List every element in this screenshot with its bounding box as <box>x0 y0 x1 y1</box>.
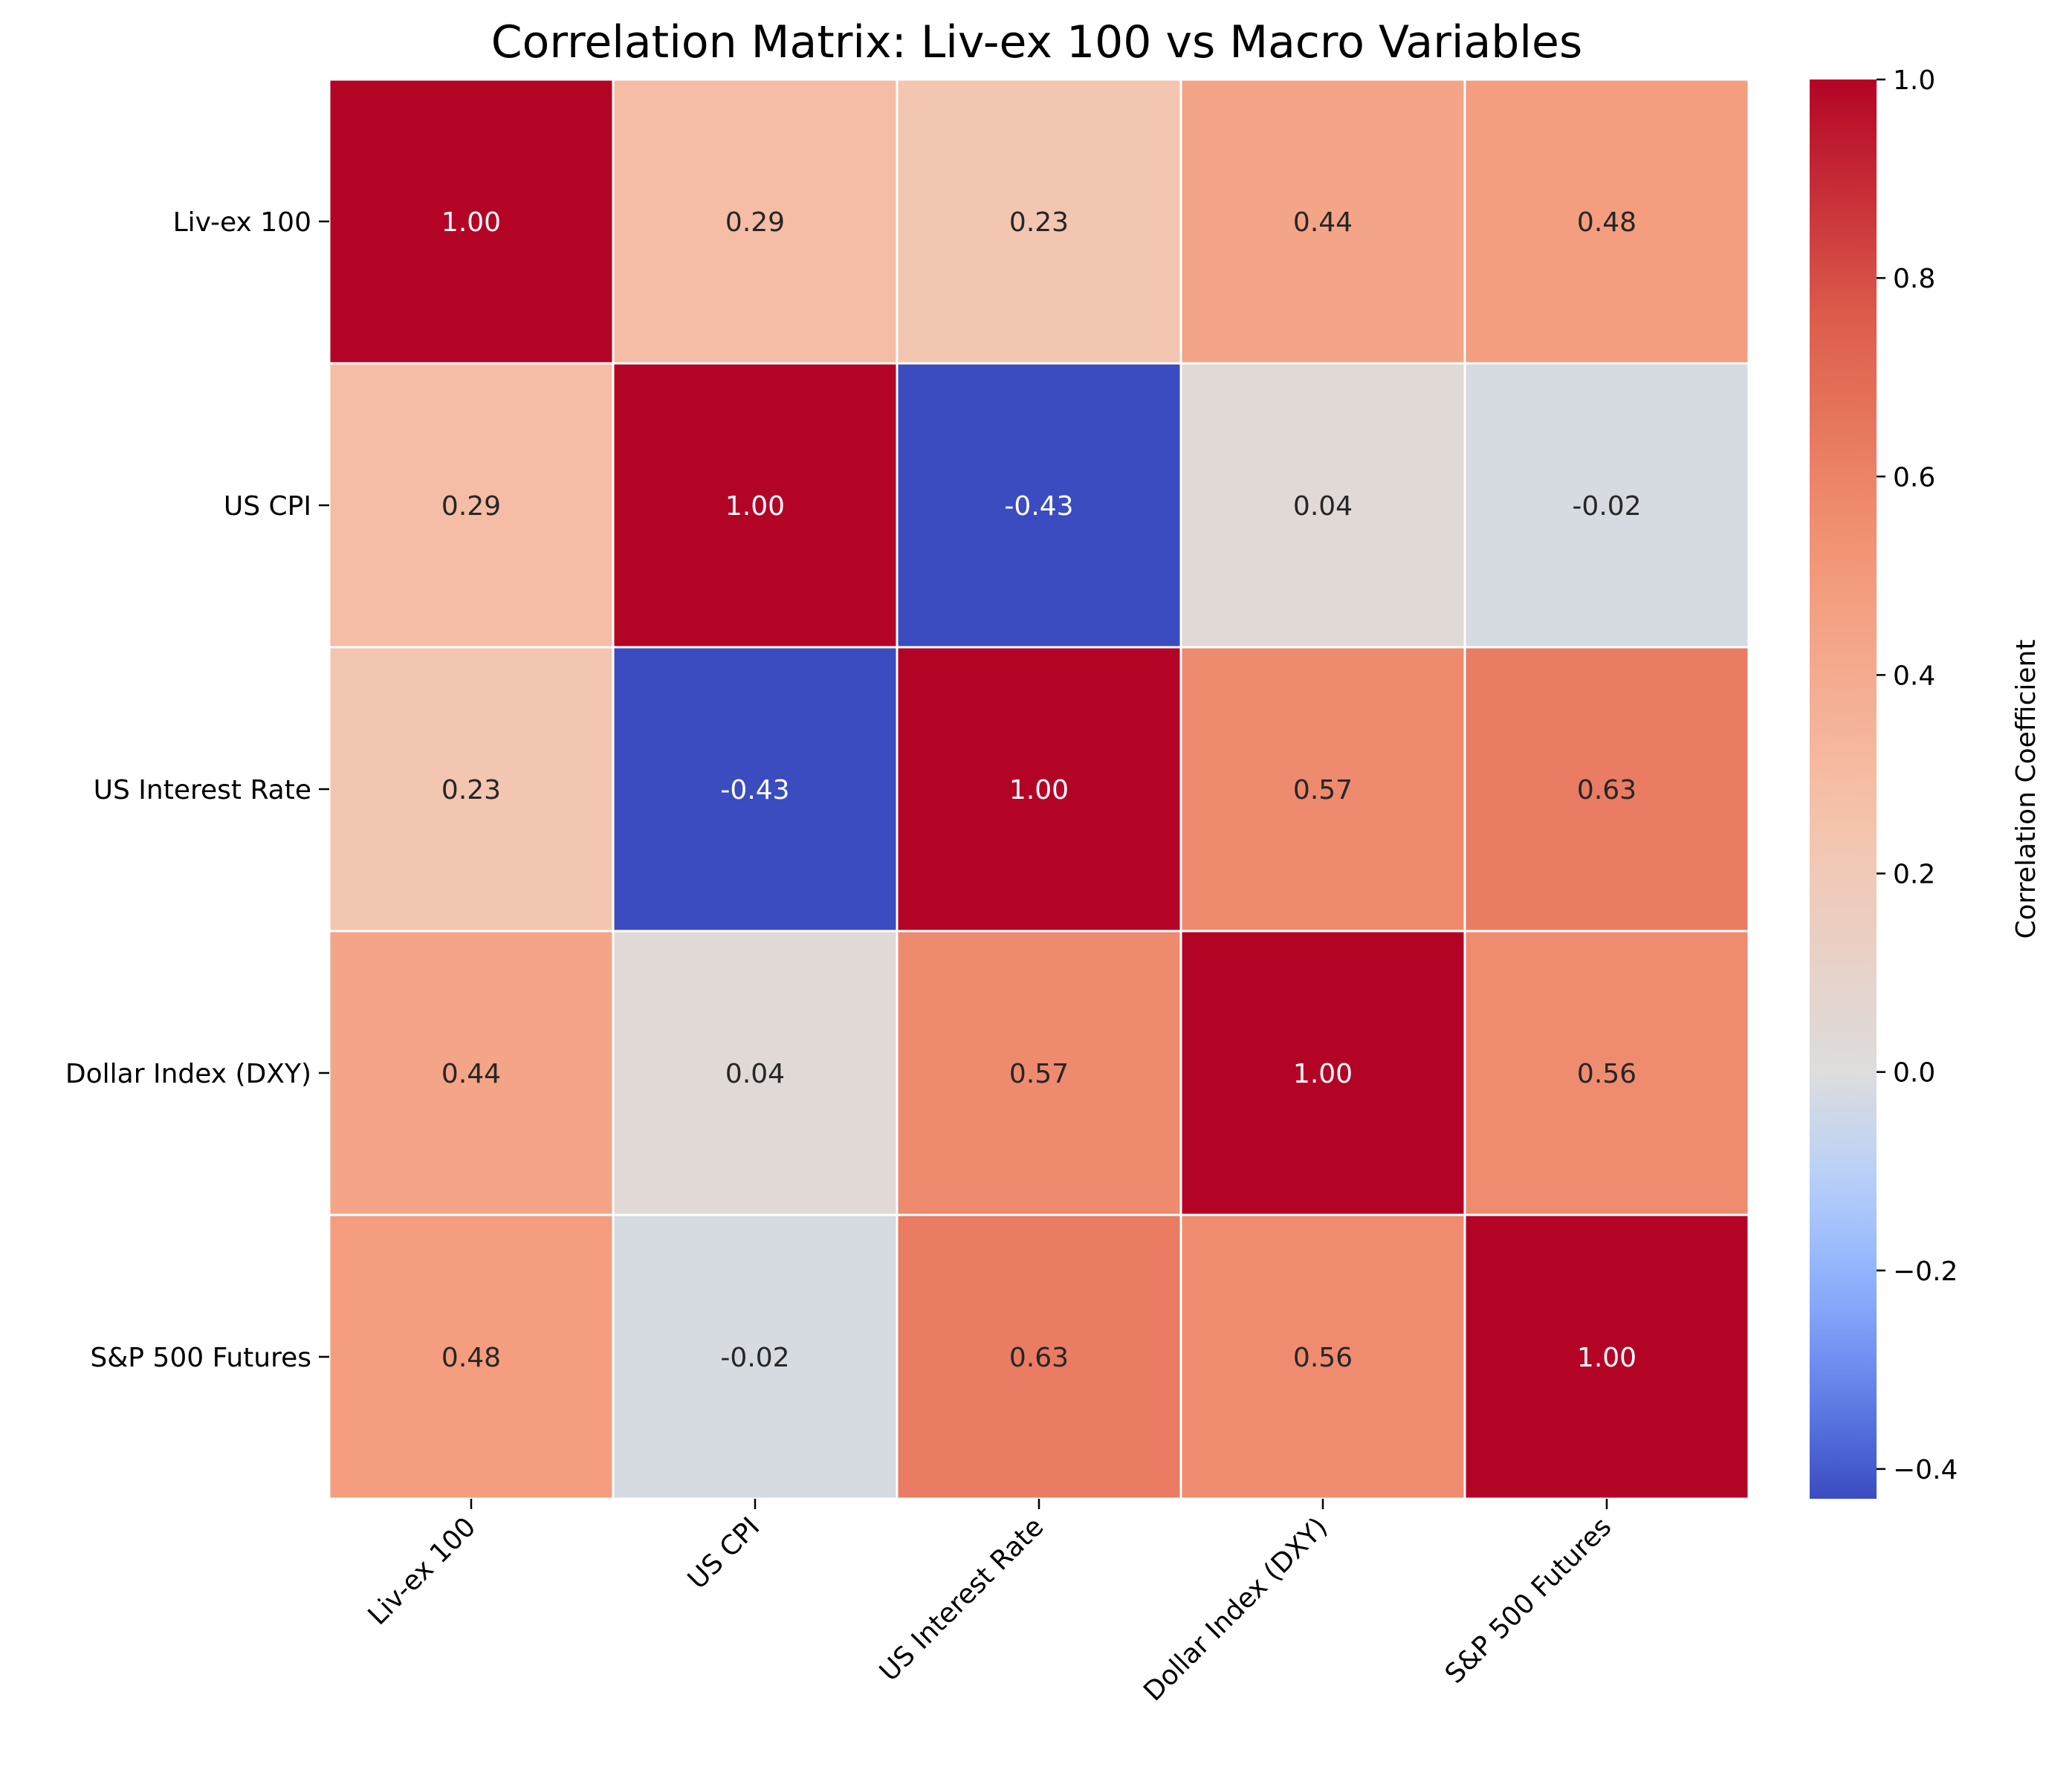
heatmap-cell <box>896 646 1182 933</box>
heatmap-cell <box>328 1213 615 1500</box>
chart-title: Correlation Matrix: Liv-ex 100 vs Macro … <box>491 16 1582 68</box>
cell-value-label: 0.56 <box>1577 1059 1636 1089</box>
cell-value-label: 0.63 <box>1009 1343 1069 1373</box>
colorbar-tick-label: −0.4 <box>1893 1455 1958 1485</box>
column-tick-labels: Liv-ex 100 US CPI US Interest Rate Dollar I… <box>363 1499 1617 1707</box>
colorbar: 1.0 0.8 0.6 0.4 0.2 0.0 −0.2 −0.4 <box>1810 65 1958 1499</box>
cell-value-label: 0.57 <box>1009 1059 1069 1089</box>
column-tick-label: US CPI <box>682 1511 766 1595</box>
cell-value-label: 1.00 <box>725 491 785 522</box>
column-tick-label: US Interest Rate <box>874 1511 1049 1687</box>
colorbar-tick-label: 0.6 <box>1893 462 1935 493</box>
cell-value-label: -0.02 <box>1572 491 1641 522</box>
heatmap-cell <box>896 1213 1182 1500</box>
row-tick-labels: Liv-ex 100 US CPI US Interest Rate Dollar I… <box>65 207 329 1373</box>
colorbar-tick-label: 0.8 <box>1893 264 1935 294</box>
heatmap-cell <box>612 1213 899 1500</box>
heatmap-cell <box>612 646 899 933</box>
colorbar-gradient <box>1810 80 1877 1499</box>
heatmap-cell <box>1463 930 1750 1216</box>
cell-value-label: 1.00 <box>1577 1343 1636 1373</box>
colorbar-label: Correlation Coefficient <box>2011 640 2042 939</box>
cell-value-label: 1.00 <box>441 207 501 238</box>
heatmap-cell <box>896 930 1182 1216</box>
heatmap-cell <box>1463 646 1750 933</box>
cell-value-label: -0.43 <box>720 775 789 805</box>
cell-value-label: 0.56 <box>1293 1343 1353 1373</box>
cell-value-label: 1.00 <box>1293 1059 1353 1089</box>
heatmap-cell <box>612 930 899 1216</box>
heatmap-cell <box>1179 930 1466 1216</box>
column-tick-label: S&P 500 Futures <box>1440 1511 1617 1689</box>
cell-value-label: 0.23 <box>1009 207 1069 238</box>
heatmap-cell <box>896 362 1182 649</box>
cell-value-label: -0.02 <box>720 1343 789 1373</box>
colorbar-tick-label: 0.0 <box>1893 1058 1935 1089</box>
heatmap-cell <box>612 78 899 365</box>
row-tick-label: S&P 500 Futures <box>90 1343 311 1373</box>
cell-value-label: 0.23 <box>441 775 501 805</box>
colorbar-tick-label: 0.4 <box>1893 661 1935 691</box>
heatmap-cells: 1.00 0.29 0.23 0.44 0.48 0.29 1.00 -0.43 0.04 -0.… <box>328 78 1750 1500</box>
colorbar-tick-label: 1.0 <box>1893 65 1935 96</box>
row-tick-label: US Interest Rate <box>94 775 311 805</box>
row-tick-label: Dollar Index (DXY) <box>65 1059 311 1089</box>
cell-value-label: 0.48 <box>1577 207 1636 238</box>
cell-value-label: 1.00 <box>1009 775 1069 805</box>
heatmap-cell <box>1179 646 1466 933</box>
heatmap-cell <box>1463 362 1750 649</box>
cell-value-label: 0.63 <box>1577 775 1636 805</box>
heatmap-cell <box>1463 1213 1750 1500</box>
row-tick-label: US CPI <box>224 491 311 522</box>
cell-value-label: 0.29 <box>725 207 785 238</box>
heatmap-cell <box>1179 78 1466 365</box>
cell-value-label: 0.04 <box>1293 491 1353 522</box>
cell-value-label: 0.57 <box>1293 775 1353 805</box>
cell-value-label: 0.44 <box>1293 207 1353 238</box>
heatmap-cell <box>328 362 615 649</box>
cell-value-label: 0.29 <box>441 491 501 522</box>
cell-value-label: 0.04 <box>725 1059 785 1089</box>
heatmap-cell <box>896 78 1182 365</box>
heatmap-cell <box>1463 78 1750 365</box>
cell-value-label: 0.44 <box>441 1059 501 1089</box>
row-tick-label: Liv-ex 100 <box>173 207 311 238</box>
heatmap-cell <box>328 78 615 365</box>
column-tick-label: Liv-ex 100 <box>363 1511 482 1631</box>
cell-value-label: -0.43 <box>1004 491 1073 522</box>
colorbar-tick-label: 0.2 <box>1893 860 1935 890</box>
column-tick-label: Dollar Index (DXY) <box>1138 1511 1333 1707</box>
colorbar-tick-label: −0.2 <box>1893 1257 1958 1287</box>
cell-value-label: 0.48 <box>441 1343 501 1373</box>
